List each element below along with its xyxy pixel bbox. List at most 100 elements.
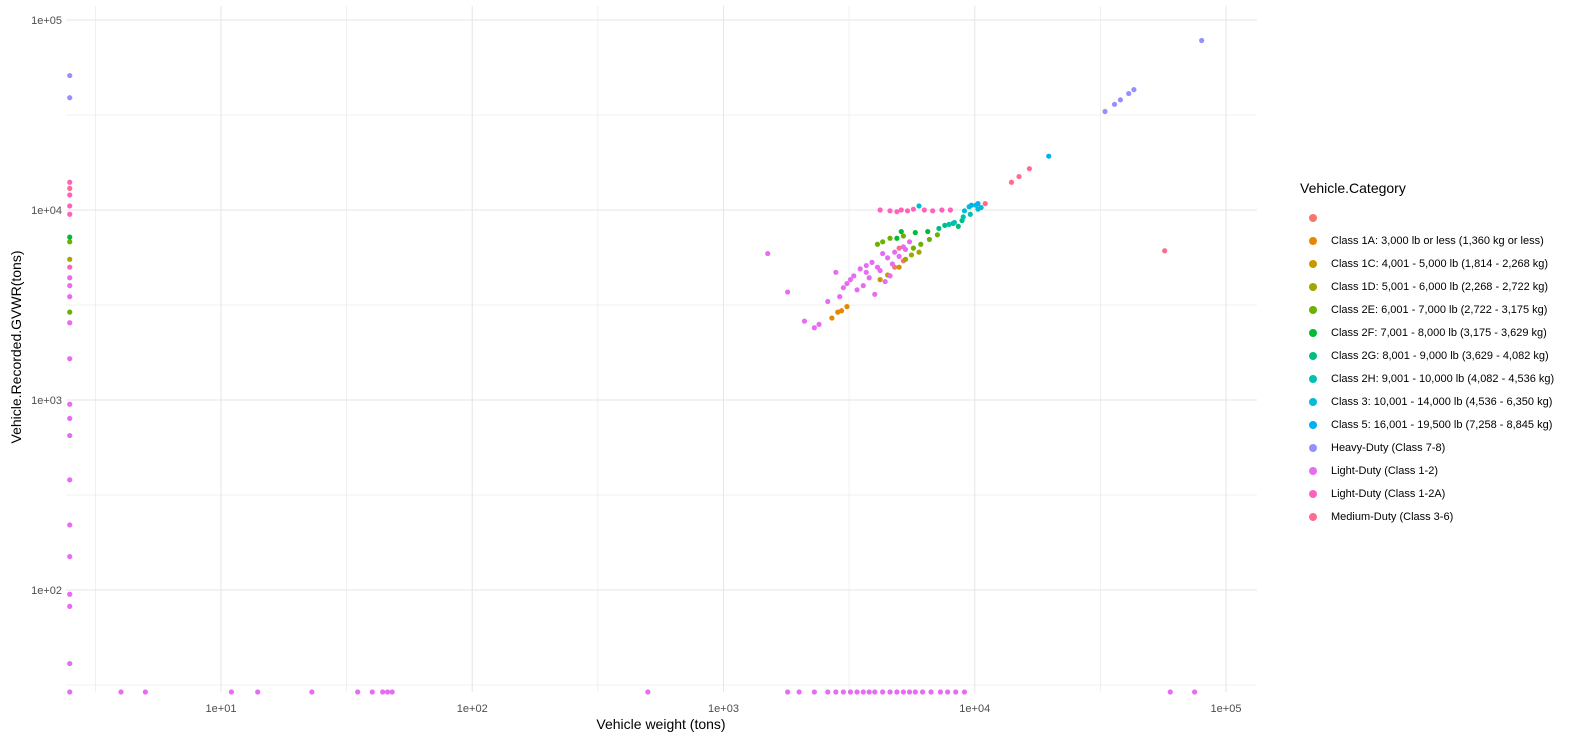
data-point [880, 250, 886, 257]
data-point [67, 72, 73, 79]
data-point [837, 294, 843, 300]
legend-item: Light-Duty (Class 1-2A) [1300, 482, 1554, 505]
legend-label: Class 2H: 9,001 - 10,000 lb (4,082 - 4,5… [1331, 372, 1555, 385]
data-point [874, 241, 881, 247]
legend-item: Heavy-Duty (Class 7-8) [1300, 436, 1554, 459]
legend-item: Class 2G: 8,001 - 9,000 lb (3,629 - 4,08… [1300, 344, 1554, 367]
data-point [898, 207, 904, 213]
data-point [67, 522, 73, 528]
data-point [967, 211, 973, 217]
x-axis-ticks: 1e+01 1e+02 1e+03 1e+04 1e+05 [206, 703, 1242, 715]
plot-panel [66, 6, 1257, 692]
data-point [384, 689, 391, 695]
data-point [887, 235, 893, 241]
data-point [904, 208, 911, 214]
data-point [939, 207, 945, 213]
data-point [67, 211, 73, 217]
data-point [847, 277, 854, 283]
data-point [67, 415, 73, 422]
legend-key-dot [1309, 236, 1317, 245]
legend-label: Class 2E: 6,001 - 7,000 lb (2,722 - 3,17… [1331, 303, 1548, 316]
data-point [934, 232, 940, 238]
data-point [847, 689, 854, 695]
data-point [866, 275, 872, 281]
x-tick-label: 1e+03 [708, 703, 739, 715]
data-point [863, 269, 869, 275]
y-tick-label: 1e+05 [31, 15, 62, 27]
data-point [825, 689, 831, 695]
legend-key-dot [1309, 512, 1317, 521]
legend-key-dot [1309, 420, 1317, 429]
data-point [951, 219, 958, 226]
data-point [67, 660, 73, 667]
data-point [936, 225, 942, 232]
legend-key-dot [1309, 351, 1317, 360]
data-point [645, 689, 651, 695]
data-point [887, 689, 893, 695]
data-point [67, 553, 73, 560]
data-point [910, 245, 917, 251]
data-point [67, 95, 73, 101]
data-point [898, 228, 904, 235]
data-point [1162, 248, 1168, 254]
data-point [67, 432, 73, 439]
data-point [918, 241, 924, 247]
legend-item: Class 2H: 9,001 - 10,000 lb (4,082 - 4,5… [1300, 367, 1554, 390]
legend-key-dot [1309, 282, 1317, 291]
data-point [142, 689, 148, 695]
legend: Vehicle.Category Class 1A: 3,000 lb or l… [1300, 180, 1554, 528]
legend-label: Light-Duty (Class 1-2) [1331, 464, 1438, 477]
data-points [67, 37, 1205, 695]
data-point [877, 277, 883, 283]
data-point [896, 264, 902, 270]
legend-item: Class 1D: 5,001 - 6,000 lb (2,268 - 2,72… [1300, 275, 1554, 298]
data-point [887, 273, 893, 279]
data-point [389, 689, 395, 695]
data-point [910, 206, 917, 212]
data-point [955, 223, 961, 229]
legend-key-dot [1309, 397, 1317, 406]
data-point [851, 273, 857, 279]
data-point [1117, 97, 1124, 103]
data-point [874, 264, 881, 270]
data-point [380, 689, 386, 695]
legend-label: Class 1D: 5,001 - 6,000 lb (2,268 - 2,72… [1331, 280, 1549, 293]
x-tick-label: 1e+02 [457, 703, 488, 715]
legend-item: Class 1A: 3,000 lb or less (1,360 kg or … [1300, 229, 1554, 252]
data-point [906, 239, 913, 245]
data-point [860, 283, 866, 289]
data-point [946, 221, 952, 227]
data-point [892, 249, 898, 255]
data-point [894, 235, 900, 241]
data-point [854, 287, 860, 293]
legend-label: Class 2G: 8,001 - 9,000 lb (3,629 - 4,08… [1331, 349, 1549, 362]
y-axis-ticks: 1e+02 1e+03 1e+04 1e+05 [31, 15, 62, 597]
data-point [67, 689, 73, 695]
data-point [906, 689, 913, 695]
data-point [860, 689, 866, 695]
data-point [844, 304, 850, 310]
data-point [902, 246, 909, 253]
data-point [887, 208, 893, 214]
data-point [961, 208, 968, 214]
x-tick-label: 1e+05 [1211, 703, 1242, 715]
data-point [1046, 153, 1052, 159]
legend-label: Light-Duty (Class 1-2A) [1331, 487, 1446, 500]
data-point [928, 689, 934, 695]
legend-item: Class 2F: 7,001 - 8,000 lb (3,175 - 3,62… [1300, 321, 1554, 344]
y-tick-label: 1e+04 [31, 205, 62, 217]
data-point [900, 233, 906, 239]
data-point [67, 192, 73, 198]
data-point [894, 209, 900, 215]
data-point [863, 262, 869, 269]
data-point [67, 401, 73, 407]
data-point [1131, 87, 1137, 93]
data-point [67, 477, 73, 483]
data-point [854, 689, 860, 695]
data-point [960, 214, 966, 220]
legend-label: Heavy-Duty (Class 7-8) [1331, 441, 1446, 454]
data-point [953, 689, 959, 695]
data-point [877, 207, 883, 213]
data-point [896, 253, 902, 259]
